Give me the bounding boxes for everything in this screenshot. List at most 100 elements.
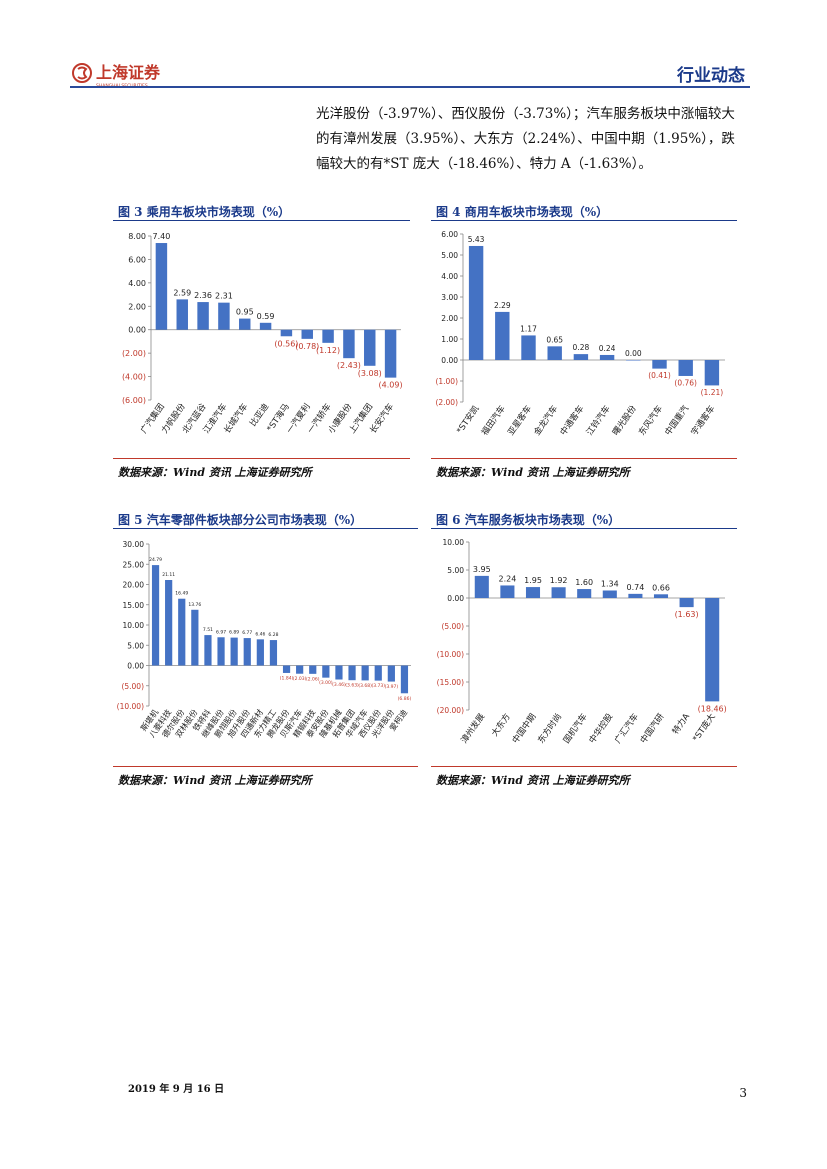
bar-value-label: 1.92	[550, 576, 568, 585]
category-label: 曙光股份	[610, 403, 639, 438]
category-label: 东方时尚	[536, 711, 565, 745]
bar-value-label: (0.56)	[274, 339, 298, 348]
bar	[280, 329, 293, 337]
y-tick-label: (6.00)	[122, 396, 146, 405]
y-tick-label: 30.00	[123, 540, 145, 549]
bar-value-label: 0.28	[573, 343, 590, 352]
figure-5-bottom-rule	[113, 766, 418, 767]
bar	[217, 637, 225, 666]
bar-value-label: 7.40	[153, 232, 171, 241]
y-tick-label: 2.00	[441, 314, 458, 323]
page-number: 3	[739, 1086, 747, 1100]
figure-4-source: 数据来源：Wind 资讯 上海证券研究所	[436, 466, 630, 479]
bar-value-label: (3.73)	[371, 683, 385, 689]
figure-3-bottom-rule	[113, 458, 410, 459]
bar	[239, 318, 251, 330]
bar	[218, 302, 230, 330]
bar	[197, 302, 209, 330]
bar	[204, 635, 212, 666]
bar-value-label: (1.63)	[675, 610, 699, 619]
bar	[628, 593, 643, 598]
bar-value-label: 13.76	[188, 602, 201, 608]
bar	[384, 329, 397, 378]
bar-value-label: (3.68)	[358, 683, 372, 689]
bar	[230, 637, 238, 666]
category-label: 国机汽车	[561, 711, 590, 745]
bar	[269, 640, 278, 666]
y-tick-label: 15.00	[123, 601, 145, 610]
bar	[705, 598, 720, 702]
y-tick-label: (15.00)	[437, 678, 464, 687]
bar-value-label: (6.86)	[398, 696, 412, 702]
y-tick-label: 10.00	[123, 621, 145, 630]
bar	[361, 665, 369, 681]
bar-value-label: (0.76)	[674, 378, 697, 387]
bar-value-label: (0.41)	[648, 371, 671, 380]
bar	[322, 329, 334, 343]
y-tick-label: 5.00	[447, 566, 464, 575]
bar	[155, 243, 168, 330]
y-tick-label: 0.00	[447, 594, 464, 603]
bar-value-label: 3.95	[473, 565, 491, 574]
bar	[374, 665, 382, 681]
bar	[521, 335, 536, 360]
bar-value-label: 16.49	[175, 591, 188, 597]
bar-value-label: 7.51	[203, 627, 213, 633]
figure-6-title: 图 6 汽车服务板块市场表现（%）	[436, 513, 621, 527]
figure-3-title: 图 3 乘用车板块市场表现（%）	[118, 205, 291, 219]
bar-value-label: (3.46)	[332, 682, 346, 688]
bar-value-label: 0.95	[236, 308, 254, 317]
bar	[678, 360, 693, 376]
bar	[387, 665, 395, 682]
bar	[191, 609, 199, 666]
category-label: 广汇汽车	[612, 711, 641, 745]
figure-6-chart: 10.00 5.00 0.00 (5.00) (10.00) (15.00) (20.00)…	[437, 538, 727, 746]
bar-value-label: 6.77	[242, 630, 252, 636]
bar	[309, 665, 317, 674]
category-label: 福田汽车	[479, 403, 508, 437]
y-tick-label: (1.00)	[435, 377, 458, 386]
bar	[259, 322, 272, 330]
figure-5-source: 数据来源：Wind 资讯 上海证券研究所	[118, 774, 312, 787]
bar-value-label: 2.29	[494, 301, 511, 310]
bar-value-label: 0.24	[599, 344, 616, 353]
category-label: 中国中期	[510, 711, 539, 745]
bar	[343, 329, 355, 359]
bar	[679, 598, 694, 608]
intro-line: 的有漳州发展（3.95%）、大东方（2.24%）、中国中期（1.95%），跌	[316, 131, 735, 147]
category-label: *ST安凯	[454, 403, 482, 436]
y-tick-label: 3.00	[441, 293, 458, 302]
bar-value-label: 0.74	[626, 583, 644, 592]
bar-value-label: (1.84)	[280, 675, 294, 681]
bar	[348, 665, 356, 681]
y-tick-label: 5.00	[127, 641, 144, 650]
figure-5-title: 图 5 汽车零部件板块部分公司市场表现（%）	[118, 513, 363, 527]
y-tick-label: (2.00)	[122, 349, 146, 358]
category-label: 金龙汽车	[532, 403, 561, 437]
bar	[301, 329, 313, 339]
bar	[282, 665, 291, 673]
bar-value-label: 0.65	[546, 335, 563, 344]
bar	[500, 585, 515, 598]
figure-4-chart: 6.00 5.00 4.00 3.00 2.00 1.00 0.00 (1.00) (2.00)…	[435, 230, 725, 438]
y-tick-label: (4.00)	[122, 373, 146, 382]
figure-6-top-rule	[431, 528, 737, 529]
category-label: 中国重汽	[663, 403, 692, 438]
figure-6-bottom-rule	[431, 766, 737, 767]
bar	[243, 638, 251, 666]
bar	[256, 639, 264, 666]
bar	[176, 299, 188, 330]
category-label: 宇通客车	[689, 403, 718, 437]
figure-3-top-rule	[113, 220, 410, 221]
bar	[474, 575, 489, 598]
bar	[468, 245, 484, 360]
header-title: 行业动态	[677, 66, 745, 86]
bar-value-label: 6.89	[229, 630, 239, 636]
y-tick-label: 1.00	[441, 335, 458, 344]
bar	[573, 354, 589, 360]
bar	[551, 587, 566, 598]
bar-value-label: 0.00	[625, 349, 642, 358]
bar	[364, 329, 376, 366]
bar-value-label: (2.06)	[306, 676, 320, 682]
bar	[296, 665, 304, 674]
